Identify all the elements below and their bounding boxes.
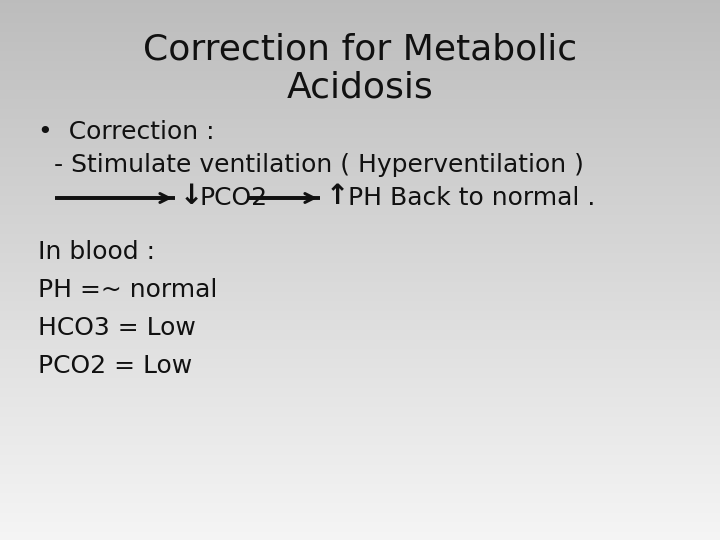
Text: PH Back to normal .: PH Back to normal .: [348, 186, 595, 210]
Text: PH =~ normal: PH =~ normal: [38, 278, 217, 302]
Text: ↓: ↓: [180, 182, 203, 210]
Text: PCO2: PCO2: [200, 186, 268, 210]
Text: HCO3 = Low: HCO3 = Low: [38, 316, 196, 340]
Text: - Stimulate ventilation ( Hyperventilation ): - Stimulate ventilation ( Hyperventilati…: [38, 153, 584, 177]
Text: •  Correction :: • Correction :: [38, 120, 215, 144]
Text: In blood :: In blood :: [38, 240, 155, 264]
Text: ↑: ↑: [326, 182, 349, 210]
Text: Acidosis: Acidosis: [287, 71, 433, 105]
Text: PCO2 = Low: PCO2 = Low: [38, 354, 192, 378]
Text: Correction for Metabolic: Correction for Metabolic: [143, 33, 577, 67]
